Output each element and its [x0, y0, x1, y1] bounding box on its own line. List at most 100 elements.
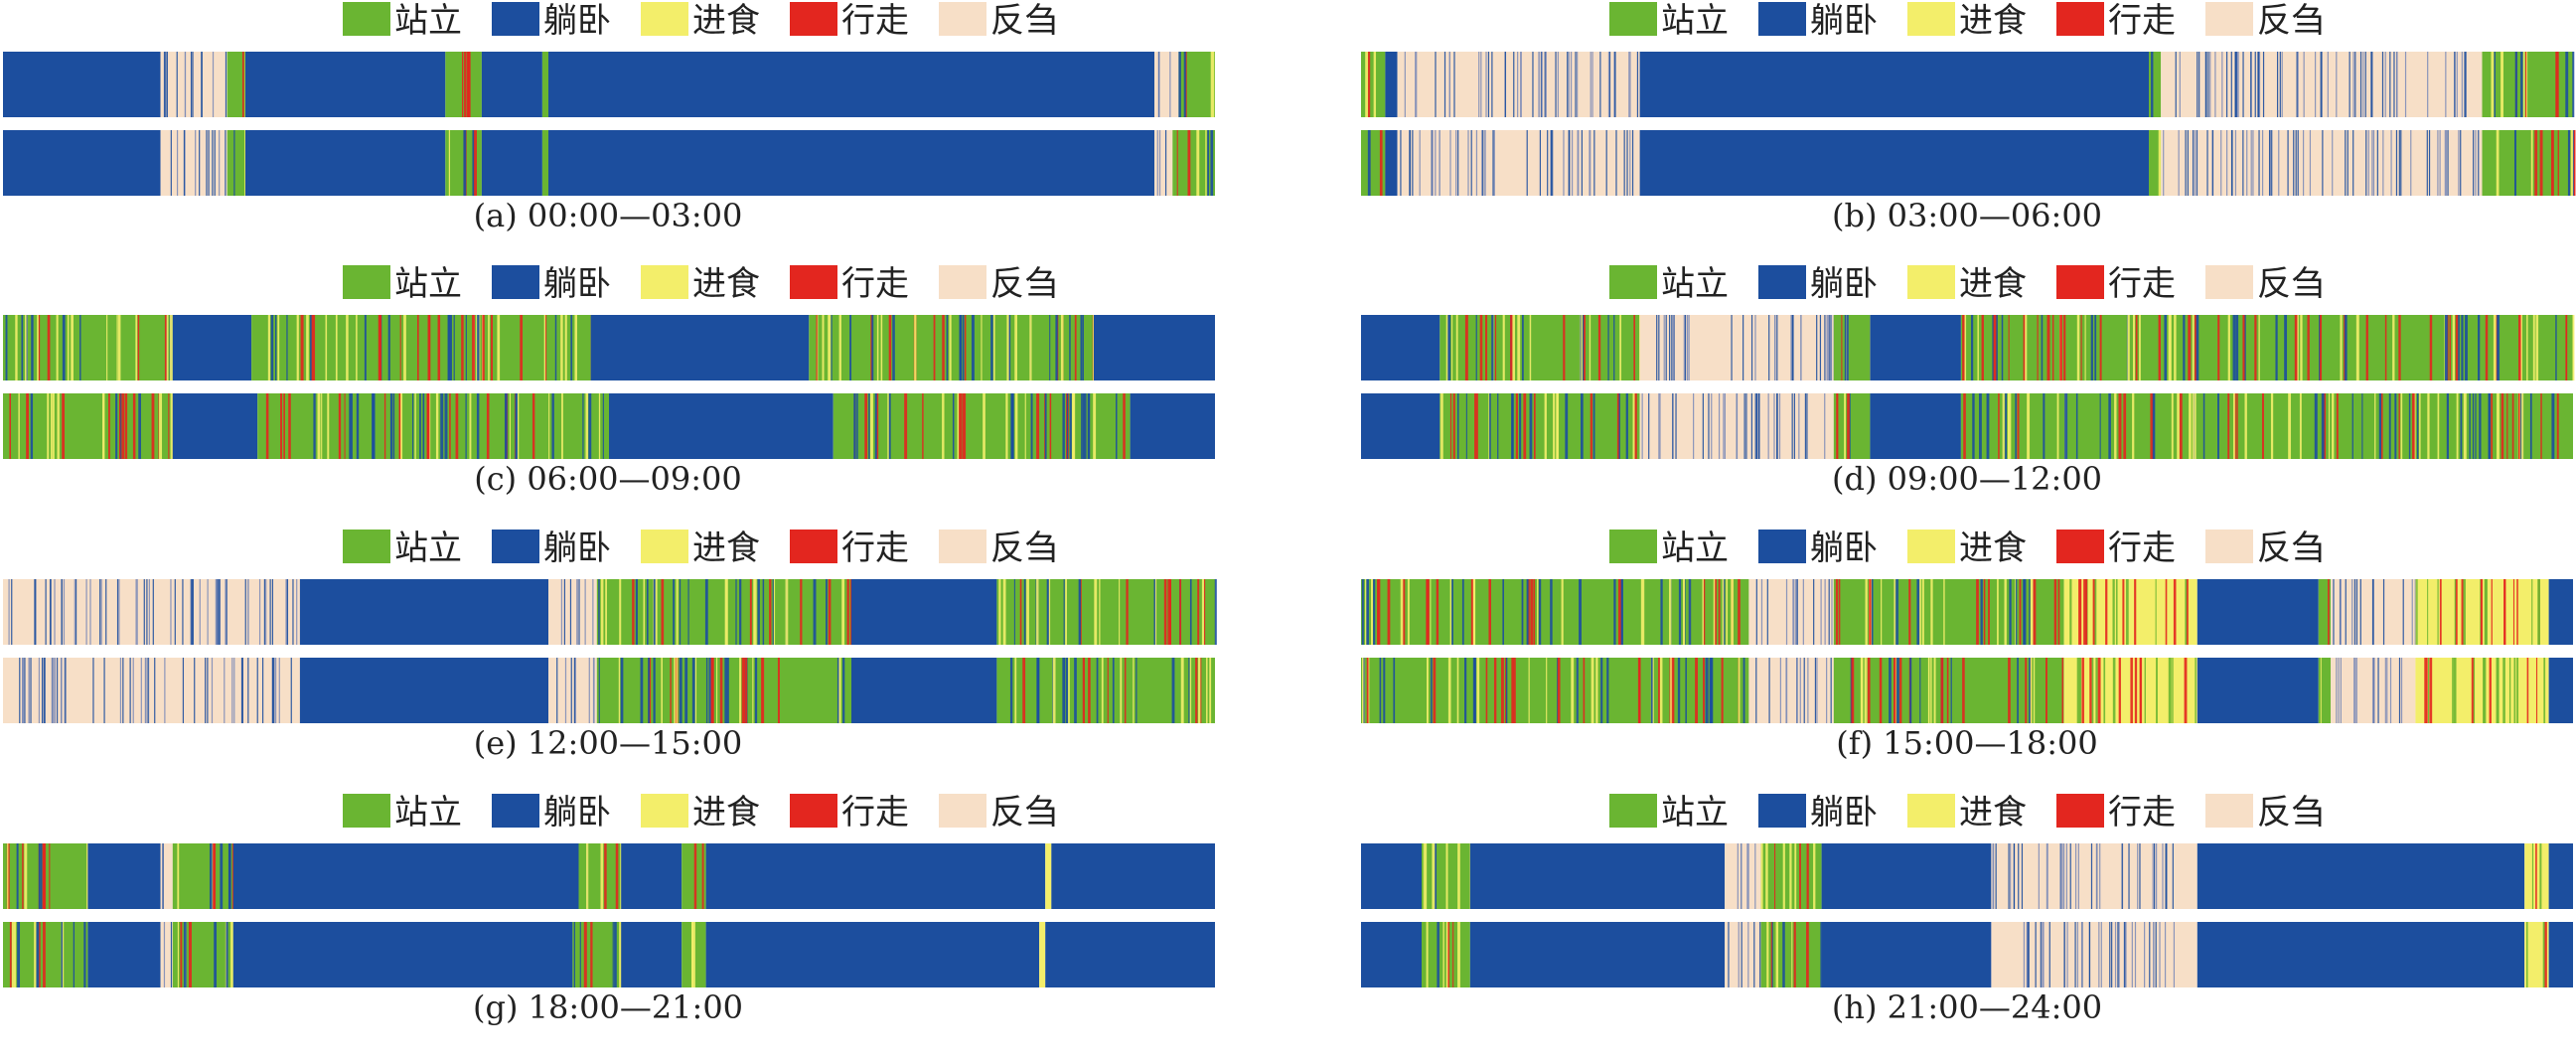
segment-texture-line [465, 393, 467, 459]
segment-texture-line [653, 579, 656, 645]
segment-texture-line [2194, 315, 2197, 380]
segment-texture-line [2185, 579, 2188, 645]
segment-texture-line [1400, 579, 1404, 645]
segment-texture-line [399, 315, 401, 380]
segment-texture-line [1755, 393, 1758, 459]
segment-texture-line [620, 843, 622, 909]
segment-texture-line [265, 579, 267, 645]
segment-texture-line [1722, 579, 1725, 645]
segment-texture-line [190, 579, 192, 645]
segment-texture-line [2156, 658, 2158, 723]
segment-texture-line [1206, 658, 1208, 723]
segment-texture-line [1049, 393, 1052, 459]
segment-rumin [548, 579, 597, 645]
segment-texture-line [1436, 579, 1440, 645]
segment-texture-line [1962, 315, 1965, 380]
segment-texture-line [1432, 843, 1436, 909]
segment-texture-line [2314, 52, 2317, 117]
segment-texture-line [225, 130, 227, 196]
segment-stand [572, 922, 622, 987]
segment-texture-line [1963, 393, 1966, 459]
segment-texture-line [2115, 579, 2118, 645]
segment-texture-line [288, 393, 291, 459]
segment-texture-line [585, 393, 588, 459]
segment-texture-line [1714, 579, 1717, 645]
segment-texture-line [1475, 130, 1478, 196]
legend-label-walk: 行走 [2108, 529, 2176, 568]
segment-texture-line [2427, 579, 2429, 645]
segment-texture-line [2185, 130, 2187, 196]
segment-texture-line [1731, 315, 1733, 380]
segment-texture-line [2394, 393, 2397, 459]
segment-texture-line [2355, 658, 2357, 723]
segment-lie [481, 130, 542, 196]
segment-texture-line [1711, 658, 1714, 723]
segment-texture-line [2517, 393, 2520, 459]
segment-lie [87, 843, 161, 909]
segment-texture-line [27, 393, 29, 459]
segment-texture-line [389, 393, 392, 459]
segment-texture-line [214, 922, 218, 987]
segment-texture-line [2015, 393, 2017, 459]
segment-texture-line [2376, 130, 2378, 196]
segment-texture-line [2125, 579, 2129, 645]
segment-texture-line [2444, 130, 2446, 196]
segment-texture-line [1580, 315, 1582, 380]
segment-texture-line [2297, 315, 2299, 380]
segment-texture-line [2400, 130, 2402, 196]
segment-texture-line [1094, 579, 1098, 645]
segment-texture-line [1452, 922, 1454, 987]
segment-texture-line [1082, 393, 1086, 459]
segment-texture-line [349, 393, 352, 459]
segment-texture-line [602, 393, 604, 459]
segment-texture-line [2491, 52, 2495, 117]
segment-texture-line [1485, 52, 1487, 117]
segment-texture-line [2400, 393, 2403, 459]
segment-texture-line [2009, 579, 2012, 645]
segment-texture-line [2293, 130, 2295, 196]
segment-texture-line [1755, 658, 1757, 723]
segment-texture-line [71, 315, 75, 380]
segment-texture-line [654, 579, 658, 645]
segment-stand [1960, 315, 2573, 380]
legend-label-walk: 行走 [2108, 264, 2176, 304]
segment-texture-line [590, 922, 593, 987]
segment-stand [1960, 393, 2573, 459]
segment-texture-line [310, 315, 312, 380]
segment-lie [87, 922, 161, 987]
legend-swatch-eat [641, 530, 688, 563]
segment-texture-line [1068, 658, 1070, 723]
segment-texture-line [2114, 393, 2117, 459]
segment-texture-line [2526, 658, 2529, 723]
segment-texture-line [1526, 579, 1530, 645]
segment-stand [996, 658, 1215, 723]
segment-lie [232, 843, 579, 909]
segment-texture-line [757, 579, 760, 645]
segment-texture-line [1794, 843, 1797, 909]
timeline-row [1361, 52, 2575, 117]
legend-swatch-rumin [939, 265, 986, 299]
segment-texture-line [586, 843, 589, 909]
segment-rumin [1748, 658, 1834, 723]
segment-texture-line [1641, 393, 1643, 459]
legend-label-walk: 行走 [841, 529, 909, 568]
segment-texture-line [871, 315, 874, 380]
segment-texture-line [2139, 843, 2141, 909]
legend-label-stand: 站立 [394, 1, 462, 41]
segment-texture-line [1673, 315, 1675, 380]
segment-texture-line [2103, 658, 2106, 723]
segment-stand [2482, 130, 2573, 196]
segment-texture-line [2424, 658, 2427, 723]
segment-rumin [1397, 52, 1640, 117]
segment-texture-line [1488, 579, 1492, 645]
segment-texture-line [25, 315, 29, 380]
segment-texture-line [247, 579, 249, 645]
segment-texture-line [2202, 393, 2205, 459]
segment-texture-line [2220, 130, 2222, 196]
segment-texture-line [1472, 579, 1475, 645]
segment-texture-line [1014, 315, 1017, 380]
segment-texture-line [2525, 52, 2527, 117]
segment-texture-line [24, 658, 26, 723]
segment-texture-line [2328, 579, 2330, 645]
segment-texture-line [1449, 393, 1452, 459]
